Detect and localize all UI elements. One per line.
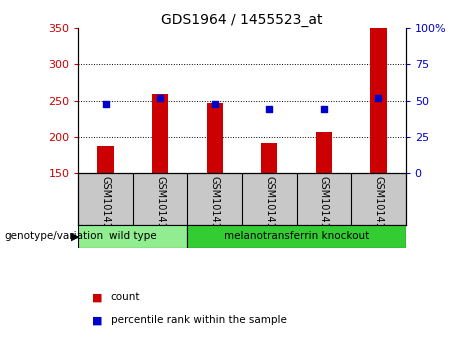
Text: melanotransferrin knockout: melanotransferrin knockout	[224, 231, 369, 241]
Text: GSM101412: GSM101412	[210, 176, 220, 234]
Text: genotype/variation: genotype/variation	[5, 231, 104, 241]
Bar	[261, 143, 278, 173]
Title: GDS1964 / 1455523_at: GDS1964 / 1455523_at	[161, 13, 323, 27]
Text: ▶: ▶	[71, 231, 80, 241]
Bar	[97, 146, 114, 173]
Point	[320, 107, 327, 112]
Text: GSM101417: GSM101417	[155, 176, 165, 234]
Text: GSM101415: GSM101415	[373, 176, 384, 234]
Text: wild type: wild type	[109, 231, 157, 241]
Text: GSM101413: GSM101413	[264, 176, 274, 234]
Text: ■: ■	[92, 315, 103, 325]
Text: GSM101416: GSM101416	[100, 176, 111, 234]
Point	[211, 101, 219, 106]
Bar	[207, 103, 223, 173]
Text: percentile rank within the sample: percentile rank within the sample	[111, 315, 287, 325]
Bar	[188, 224, 406, 248]
Point	[102, 101, 109, 106]
Bar	[152, 94, 168, 173]
Text: ■: ■	[92, 292, 103, 302]
Bar	[78, 224, 188, 248]
Bar	[316, 132, 332, 173]
Point	[266, 107, 273, 112]
Point	[375, 95, 382, 101]
Text: GSM101414: GSM101414	[319, 176, 329, 234]
Point	[157, 95, 164, 101]
Bar	[370, 28, 387, 173]
Text: count: count	[111, 292, 140, 302]
